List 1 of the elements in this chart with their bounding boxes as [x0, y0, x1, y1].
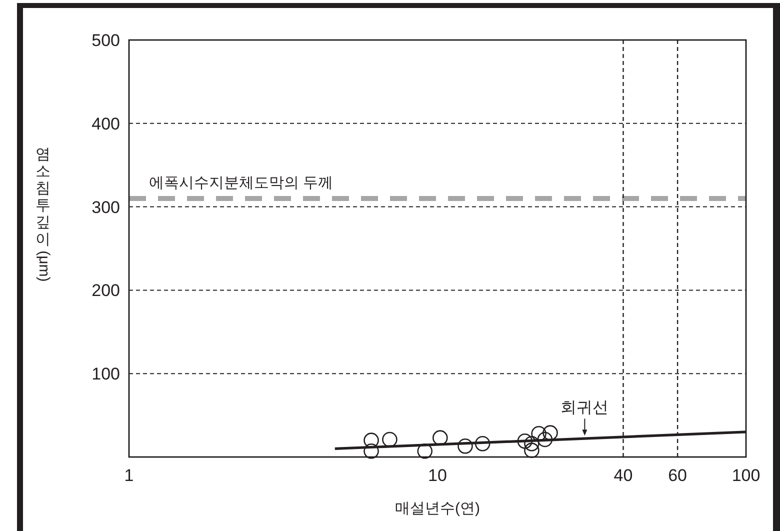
- annotation: 회귀선: [560, 400, 609, 417]
